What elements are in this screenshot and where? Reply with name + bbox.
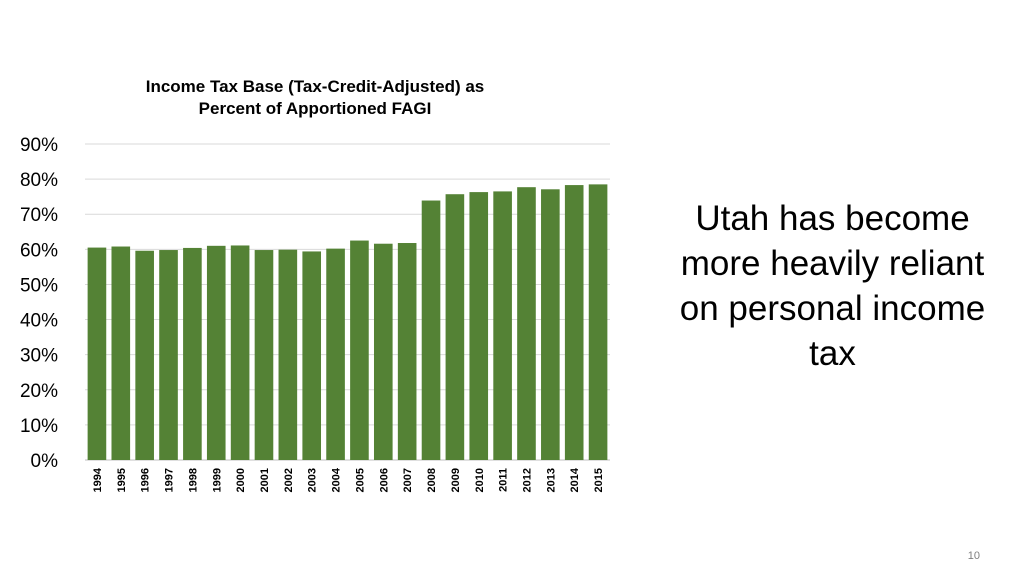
x-tick-label: 2009 <box>450 468 462 492</box>
bar <box>588 184 608 460</box>
bar <box>302 251 322 460</box>
slide-number: 10 <box>967 550 980 562</box>
bar <box>183 247 202 460</box>
bar <box>87 247 107 460</box>
bar <box>206 245 226 460</box>
bar-chart: 0% 10% 20% 30% 40% 50% 60% 70% 80% 90% 1994 1995 199… <box>20 135 610 492</box>
y-tick-label: 90% <box>20 135 58 156</box>
bar <box>230 245 250 460</box>
x-tick-label: 2007 <box>402 468 414 492</box>
bar <box>541 189 560 460</box>
x-tick-label: 2000 <box>235 468 247 492</box>
x-tick-label: 1996 <box>140 468 152 492</box>
bar <box>397 243 417 460</box>
y-tick-label: 20% <box>20 381 58 402</box>
x-tick-label: 2013 <box>545 468 557 492</box>
callout-text: Utah has become more heavily reliant on … <box>655 196 1010 376</box>
bar <box>135 250 154 460</box>
bar <box>517 187 536 461</box>
chart-title-line-1: Income Tax Base (Tax-Credit-Adjusted) as <box>145 77 485 96</box>
chart-title-line-2: Percent of Apportioned FAGI <box>198 99 432 118</box>
y-tick-label: 30% <box>20 346 58 367</box>
x-tick-label: 1998 <box>187 468 199 492</box>
callout-line-2: more heavily reliant <box>680 244 985 283</box>
x-tick-label: 1994 <box>92 467 104 492</box>
bar <box>159 250 178 460</box>
bar <box>445 194 465 460</box>
x-tick-label: 2011 <box>498 468 510 492</box>
callout-line-4: tax <box>809 334 856 373</box>
bar <box>421 200 441 461</box>
x-tick-label: 2010 <box>474 468 486 492</box>
callout-line-3: on personal income <box>679 289 986 328</box>
bar <box>564 185 584 460</box>
x-tick-label: 2001 <box>259 468 271 492</box>
bar <box>278 249 298 460</box>
x-tick-label: 2003 <box>307 468 319 492</box>
y-tick-label: 0% <box>31 451 59 472</box>
y-tick-label: 80% <box>20 170 58 191</box>
y-tick-label: 60% <box>20 240 58 261</box>
x-tick-label: 2015 <box>593 468 605 492</box>
x-tick-label: 2006 <box>378 468 390 492</box>
x-tick-label: 2014 <box>569 467 581 492</box>
y-tick-label: 10% <box>20 416 58 437</box>
bar <box>254 250 274 460</box>
bar <box>326 248 345 460</box>
bar <box>373 243 393 460</box>
y-tick-label: 50% <box>20 275 58 296</box>
x-tick-label: 2008 <box>426 468 438 492</box>
callout-line-1: Utah has become <box>695 199 970 238</box>
x-tick-label: 1999 <box>211 468 223 492</box>
bar <box>350 240 369 460</box>
x-tick-label: 2005 <box>354 468 366 492</box>
bar <box>111 246 131 460</box>
x-tick-label: 2012 <box>521 468 533 492</box>
chart-title: Income Tax Base (Tax-Credit-Adjusted) as… <box>95 76 535 120</box>
x-tick-label: 2002 <box>283 468 295 492</box>
bar <box>469 192 489 460</box>
x-tick-label: 1997 <box>164 468 176 492</box>
x-tick-label: 1995 <box>116 468 128 492</box>
x-tick-label: 2004 <box>331 467 343 492</box>
y-tick-label: 70% <box>20 205 58 226</box>
y-tick-label: 40% <box>20 311 58 332</box>
bar <box>493 191 512 460</box>
